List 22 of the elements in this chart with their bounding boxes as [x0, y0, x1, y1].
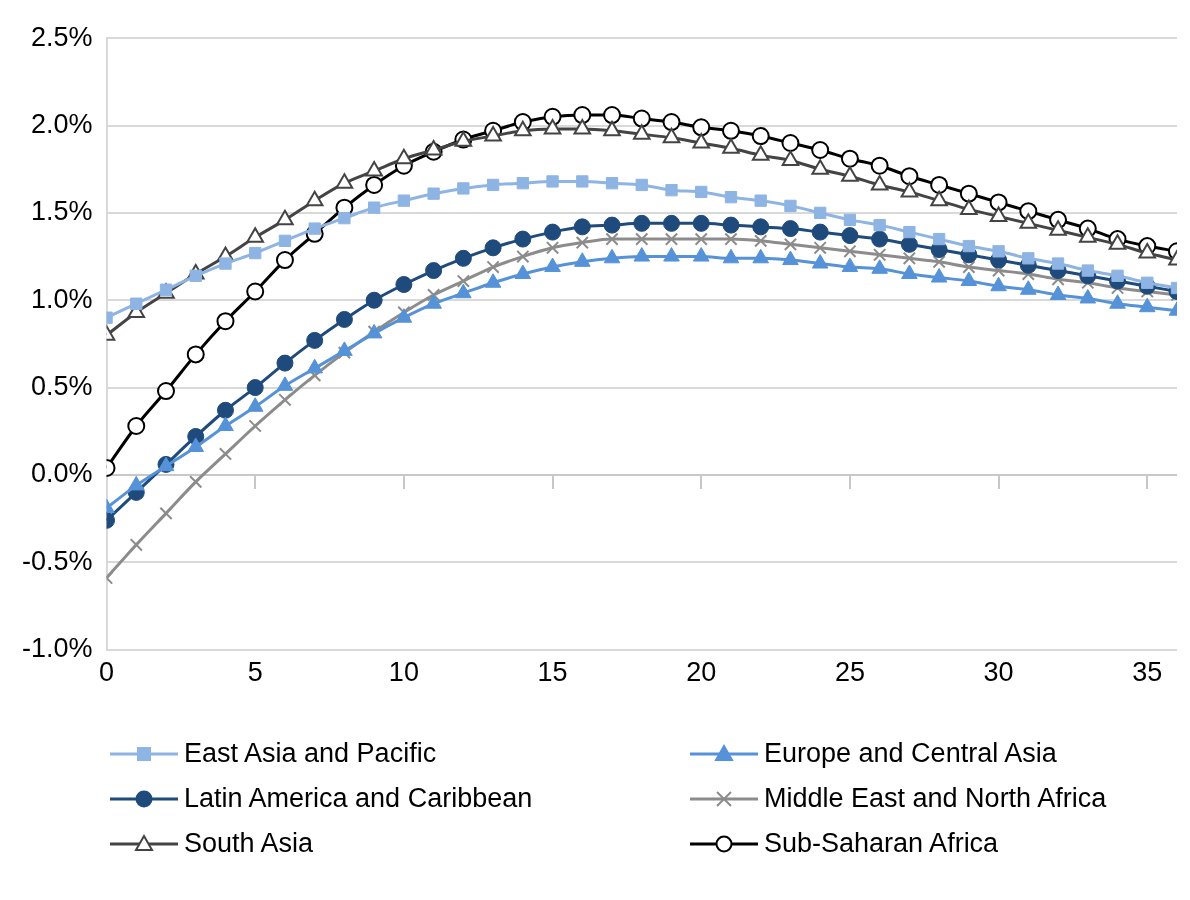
legend-label: Europe and Central Asia	[764, 738, 1057, 769]
y-tick-label: 2.5%	[30, 21, 93, 52]
legend-label: Latin America and Caribbean	[184, 783, 533, 814]
x-tick-label: 5	[247, 657, 263, 688]
y-tick-label: 1.5%	[30, 196, 93, 227]
y-tick-label: 0.0%	[30, 458, 93, 489]
x-tick-label: 10	[388, 657, 419, 688]
legend-label: South Asia	[184, 828, 314, 859]
legend-label: East Asia and Pacific	[184, 738, 437, 769]
x-tick-label: 0	[99, 657, 115, 688]
x-tick-label: 15	[537, 657, 568, 688]
y-tick-label: -0.5%	[21, 545, 93, 576]
y-tick-label: 0.5%	[30, 371, 93, 402]
y-tick-label: 2.0%	[30, 109, 93, 139]
x-tick-label: 35	[1132, 657, 1163, 688]
legend-label: Sub-Saharan Africa	[764, 828, 999, 859]
x-tick-label: 20	[686, 657, 717, 688]
x-tick-label: 25	[834, 657, 865, 688]
legend-label: Middle East and North Africa	[764, 783, 1107, 814]
y-tick-label: 1.0%	[30, 283, 93, 314]
y-tick-label: -1.0%	[21, 633, 93, 664]
x-tick-label: 30	[983, 657, 1014, 688]
